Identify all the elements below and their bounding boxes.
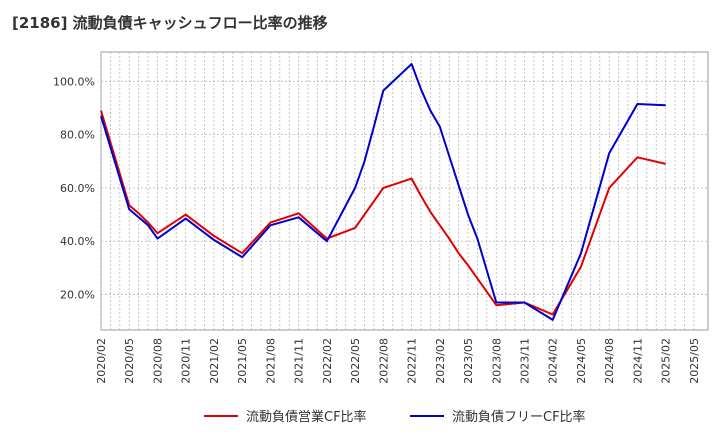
legend-label: 流動負債営業CF比率	[246, 409, 367, 425]
x-tick-label: 2020/08	[151, 338, 164, 384]
x-tick-label: 2022/02	[321, 338, 334, 384]
grid-lines	[100, 52, 708, 330]
x-tick-label: 2023/08	[490, 338, 503, 384]
x-tick-label: 2021/08	[264, 338, 277, 384]
x-tick-label: 2021/05	[236, 338, 249, 384]
x-tick-label: 2025/05	[688, 338, 701, 384]
x-tick-label: 2020/11	[180, 338, 193, 384]
y-tick-label: 100.0%	[53, 75, 95, 88]
x-tick-label: 2023/11	[518, 338, 531, 384]
x-tick-label: 2022/08	[377, 338, 390, 384]
x-tick-label: 2021/11	[293, 338, 306, 384]
chart-title: [2186] 流動負債キャッシュフロー比率の推移	[12, 14, 328, 32]
series-lines	[100, 63, 666, 321]
x-tick-label: 2024/08	[603, 338, 616, 384]
x-tick-label: 2021/02	[208, 338, 221, 384]
y-tick-label: 60.0%	[60, 182, 95, 195]
y-tick-label: 20.0%	[60, 289, 95, 302]
x-tick-label: 2022/11	[406, 338, 419, 384]
x-axis-ticks: 2020/02 2020/05 2020/08 2020/11 2021/02 2021/…	[95, 338, 701, 384]
plot-area	[100, 51, 709, 331]
legend: 流動負債営業CF比率 流動負債フリーCF比率	[204, 409, 586, 425]
y-tick-label: 80.0%	[60, 129, 95, 142]
x-tick-label: 2020/05	[123, 338, 136, 384]
series-line-free-cf	[100, 63, 666, 321]
x-tick-label: 2020/02	[95, 338, 108, 384]
x-tick-label: 2023/05	[462, 338, 475, 384]
series-line-operating-cf	[100, 110, 666, 316]
x-tick-label: 2022/05	[349, 338, 362, 384]
x-tick-label: 2024/05	[575, 338, 588, 384]
x-tick-label: 2025/02	[660, 338, 673, 384]
x-tick-label: 2023/02	[434, 338, 447, 384]
y-axis-ticks: 20.0% 40.0% 60.0% 80.0% 100.0%	[53, 75, 95, 301]
legend-label: 流動負債フリーCF比率	[452, 409, 586, 425]
x-tick-label: 2024/02	[547, 338, 560, 384]
x-tick-label: 2024/11	[631, 338, 644, 384]
y-tick-label: 40.0%	[60, 235, 95, 248]
